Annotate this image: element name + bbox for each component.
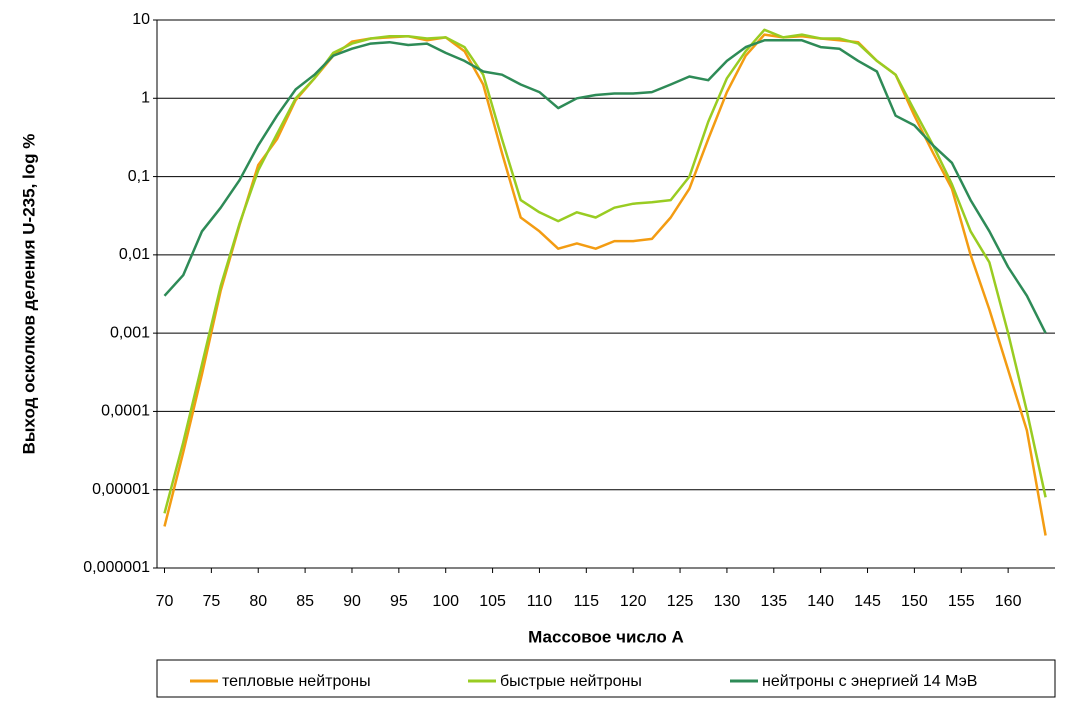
y-tick-label: 1 bbox=[141, 90, 150, 107]
x-tick-label: 130 bbox=[714, 593, 741, 610]
y-tick-label: 0,00001 bbox=[92, 481, 150, 498]
x-tick-label: 125 bbox=[667, 593, 694, 610]
x-tick-label: 160 bbox=[995, 593, 1022, 610]
y-axis-title: Выход осколков деления U-235, log % bbox=[19, 134, 38, 455]
x-tick-label: 70 bbox=[156, 593, 174, 610]
y-tick-label: 0,1 bbox=[128, 168, 150, 185]
x-tick-label: 105 bbox=[479, 593, 506, 610]
x-tick-label: 95 bbox=[390, 593, 408, 610]
y-tick-label: 0,01 bbox=[119, 246, 150, 263]
x-tick-label: 155 bbox=[948, 593, 975, 610]
y-tick-label: 10 bbox=[132, 11, 150, 28]
x-tick-label: 115 bbox=[574, 593, 600, 610]
x-tick-label: 110 bbox=[527, 593, 553, 610]
x-tick-label: 80 bbox=[249, 593, 267, 610]
legend-label: нейтроны с энергией 14 МэВ bbox=[762, 673, 977, 690]
y-tick-label: 0,000001 bbox=[83, 559, 150, 576]
x-tick-label: 135 bbox=[760, 593, 787, 610]
legend-label: тепловые нейтроны bbox=[222, 673, 371, 690]
x-tick-label: 85 bbox=[296, 593, 314, 610]
x-tick-label: 145 bbox=[854, 593, 881, 610]
series-line bbox=[163, 28, 1047, 514]
y-tick-label: 0,0001 bbox=[101, 403, 150, 420]
y-tick-label: 0,001 bbox=[110, 324, 150, 341]
x-tick-label: 75 bbox=[202, 593, 220, 610]
x-axis-title: Массовое число А bbox=[528, 627, 684, 646]
series-line bbox=[163, 39, 1047, 334]
legend-box bbox=[156, 659, 1056, 698]
x-tick-label: 90 bbox=[343, 593, 361, 610]
x-tick-label: 140 bbox=[807, 593, 834, 610]
legend-label: быстрые нейтроны bbox=[500, 673, 642, 690]
x-tick-label: 120 bbox=[620, 593, 647, 610]
x-tick-label: 150 bbox=[901, 593, 928, 610]
x-tick-label: 100 bbox=[432, 593, 459, 610]
